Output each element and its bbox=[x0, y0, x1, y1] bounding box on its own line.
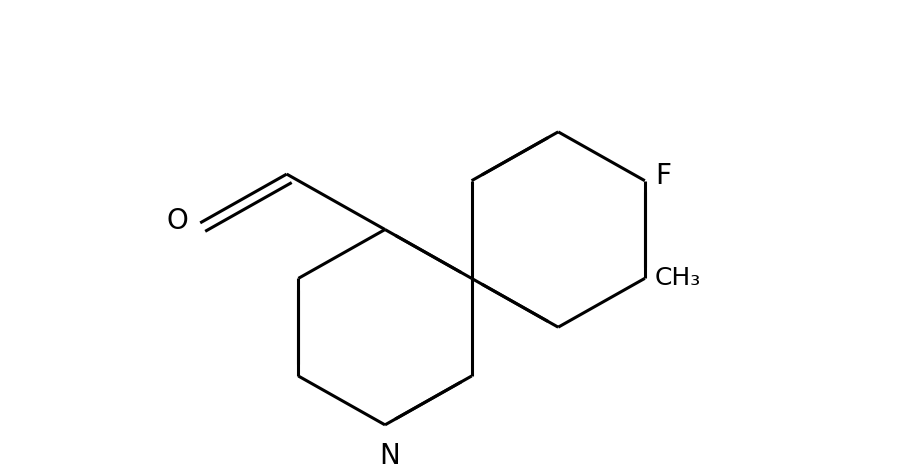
Text: N: N bbox=[380, 442, 400, 470]
Text: F: F bbox=[655, 162, 671, 190]
Text: O: O bbox=[166, 207, 188, 235]
Text: CH₃: CH₃ bbox=[655, 266, 701, 290]
